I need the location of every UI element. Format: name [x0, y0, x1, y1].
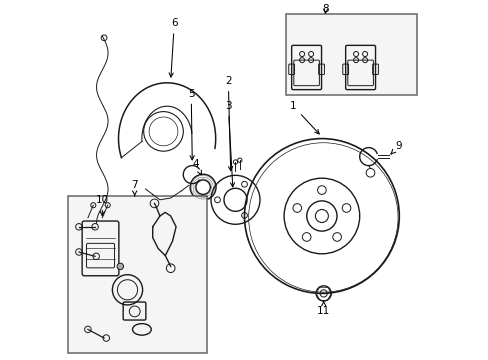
Text: 7: 7 [131, 180, 138, 196]
Text: 4: 4 [192, 159, 201, 175]
Circle shape [101, 223, 104, 227]
Text: 9: 9 [390, 141, 402, 154]
Text: 1: 1 [289, 101, 319, 134]
Bar [68, 196, 206, 353]
Text: 5: 5 [187, 89, 194, 160]
Text: 8: 8 [322, 4, 328, 14]
Text: 6: 6 [169, 18, 177, 77]
Text: 10: 10 [96, 195, 109, 216]
Text: 11: 11 [316, 301, 330, 316]
Circle shape [117, 263, 123, 270]
Bar [285, 14, 416, 95]
Text: 2: 2 [224, 76, 232, 171]
Text: 3: 3 [224, 101, 234, 187]
